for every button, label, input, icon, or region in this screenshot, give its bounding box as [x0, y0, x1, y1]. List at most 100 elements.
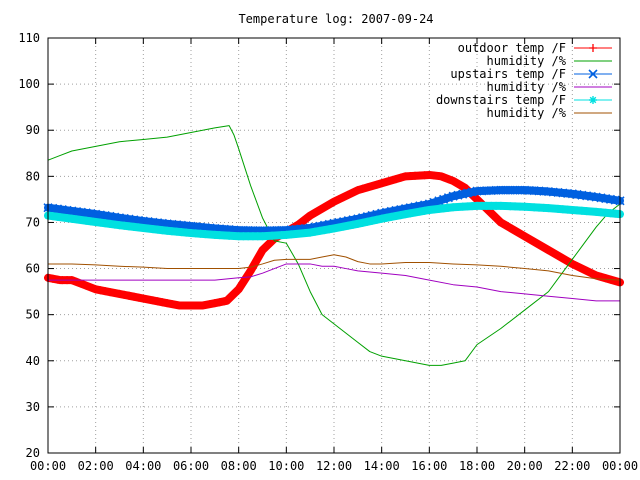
data-point	[544, 246, 553, 255]
data-point	[487, 209, 496, 218]
data-point	[391, 211, 400, 220]
data-point	[163, 226, 172, 235]
data-point	[477, 201, 486, 210]
data-point	[234, 285, 243, 294]
x-tick-label: 22:00	[554, 459, 590, 473]
data-point	[563, 205, 572, 214]
data-point	[215, 231, 224, 240]
data-point	[511, 226, 520, 235]
x-tick-label: 16:00	[411, 459, 447, 473]
data-point	[277, 231, 286, 240]
data-point	[225, 231, 234, 240]
data-point	[153, 225, 162, 234]
data-point	[449, 203, 458, 212]
data-point	[53, 212, 62, 221]
data-point	[86, 283, 95, 292]
data-point	[134, 293, 143, 302]
data-point	[506, 202, 515, 211]
legend-marker	[589, 96, 597, 104]
data-point	[434, 204, 443, 213]
data-point	[349, 188, 358, 197]
data-point	[511, 202, 520, 211]
data-point	[153, 297, 162, 306]
x-tick-label: 08:00	[221, 459, 257, 473]
data-point	[582, 266, 591, 275]
data-point	[301, 229, 310, 238]
data-point	[330, 197, 338, 206]
y-tick-label: 110	[18, 31, 40, 45]
data-point	[239, 277, 248, 286]
data-point	[125, 291, 134, 300]
data-point	[382, 213, 391, 222]
data-point	[496, 201, 505, 210]
data-point	[525, 203, 534, 212]
y-tick-label: 50	[26, 308, 40, 322]
legend-label: humidity /%	[487, 54, 567, 68]
data-point	[101, 287, 110, 296]
data-point	[210, 299, 219, 308]
y-tick-label: 40	[26, 354, 40, 368]
data-point	[611, 209, 620, 218]
data-point	[611, 277, 620, 286]
data-point	[554, 251, 563, 260]
data-point	[201, 300, 210, 309]
data-point	[248, 232, 257, 241]
data-point	[439, 173, 448, 182]
y-tick-label: 100	[18, 77, 40, 91]
data-point	[172, 227, 181, 236]
data-point	[534, 203, 543, 212]
series-line	[47, 254, 621, 281]
data-point	[411, 208, 420, 217]
x-tick-label: 06:00	[173, 459, 209, 473]
data-point	[539, 203, 548, 212]
data-point	[315, 205, 324, 214]
data-point	[234, 232, 243, 241]
data-point	[430, 205, 439, 214]
plot-frame	[47, 37, 621, 454]
data-point	[301, 215, 310, 224]
data-point	[191, 229, 200, 238]
data-point	[91, 285, 100, 294]
data-point	[239, 232, 248, 241]
data-point	[444, 203, 453, 212]
data-point	[244, 232, 253, 241]
data-point	[263, 232, 272, 241]
y-tick-label: 60	[26, 262, 40, 276]
data-point	[201, 230, 210, 239]
data-point	[110, 220, 119, 229]
data-point	[325, 200, 334, 209]
data-point	[406, 209, 415, 218]
data-point	[372, 180, 381, 189]
data-point	[544, 204, 553, 213]
data-point	[568, 259, 577, 268]
data-point	[444, 175, 453, 184]
data-point	[144, 295, 153, 304]
data-point	[67, 214, 76, 223]
data-point	[206, 300, 215, 309]
data-point	[253, 254, 262, 263]
data-point	[382, 177, 391, 186]
data-point	[358, 184, 367, 193]
data-point	[353, 186, 362, 195]
data-point	[463, 202, 472, 211]
data-point	[596, 272, 605, 281]
data-point	[148, 225, 157, 234]
y-tick-label: 30	[26, 400, 40, 414]
data-point	[63, 214, 72, 223]
data-point	[310, 227, 319, 236]
data-point	[501, 221, 510, 230]
data-point	[520, 202, 529, 211]
data-point	[492, 201, 501, 210]
data-point	[330, 224, 338, 233]
data-point	[353, 219, 362, 228]
data-point	[592, 271, 601, 280]
data-point	[558, 205, 567, 214]
data-point	[420, 206, 429, 215]
data-point	[534, 240, 543, 249]
data-point	[458, 182, 467, 191]
data-point	[415, 207, 424, 216]
data-point	[506, 223, 515, 232]
series-line	[47, 263, 621, 302]
